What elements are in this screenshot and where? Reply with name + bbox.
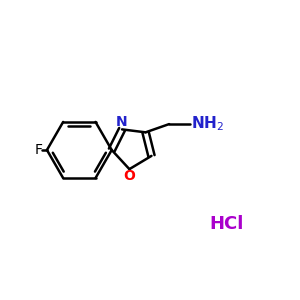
Text: O: O bbox=[124, 169, 135, 184]
Text: F: F bbox=[35, 143, 43, 157]
Text: HCl: HCl bbox=[209, 214, 244, 232]
Text: NH$_2$: NH$_2$ bbox=[191, 115, 224, 134]
Text: N: N bbox=[116, 115, 128, 129]
